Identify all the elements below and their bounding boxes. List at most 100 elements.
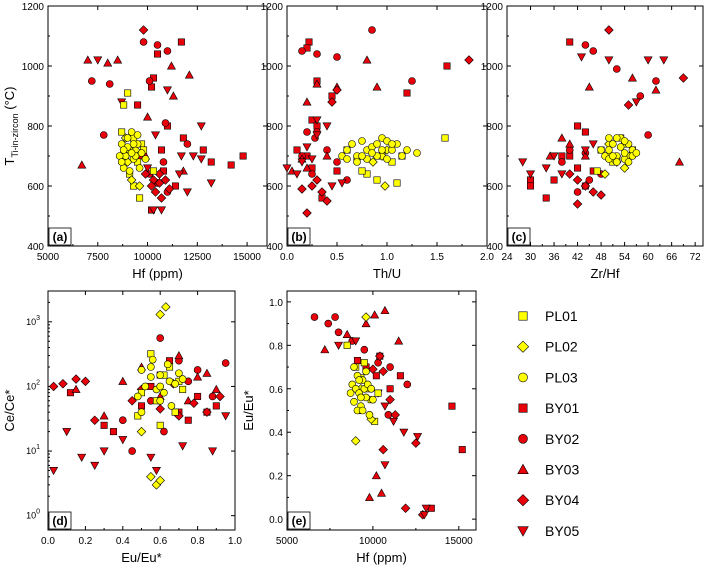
- y-tick-label: 101: [26, 444, 40, 456]
- data-point-by03: [580, 151, 590, 160]
- x-tick-label: 0.0: [41, 536, 55, 547]
- data-point-by04: [155, 404, 165, 414]
- x-tick-label: 0.0: [280, 252, 294, 263]
- data-point-by05: [49, 467, 59, 476]
- data-point-by05: [643, 56, 653, 65]
- data-point-pl01: [150, 167, 158, 175]
- data-point-by02: [408, 77, 416, 85]
- y-tick-label: 800: [486, 122, 503, 133]
- legend-marker: [518, 403, 528, 413]
- data-point-pl03: [388, 140, 396, 148]
- data-point-pl03: [620, 149, 629, 157]
- data-point-by03: [380, 305, 390, 315]
- data-point-by02: [581, 41, 590, 49]
- data-point-pl03: [123, 134, 132, 142]
- data-point-pl03: [135, 164, 144, 172]
- x-tick-label: 15000: [445, 536, 473, 547]
- data-point-pl02: [350, 436, 361, 446]
- data-point-by04: [604, 25, 614, 35]
- x-tick-label: 72: [690, 252, 702, 263]
- data-point-by04: [215, 391, 225, 402]
- data-point-pl02: [155, 475, 165, 486]
- data-point-by03: [202, 368, 212, 377]
- data-point-by05: [282, 164, 292, 173]
- y-tick-label: 600: [486, 182, 503, 193]
- data-point-by05: [297, 158, 307, 167]
- data-point-by01: [333, 167, 341, 175]
- data-point-by05: [196, 155, 206, 164]
- panel-a: 5000 7500 10000 12500 15000 400 600 800 1000 1200…: [2, 2, 268, 281]
- data-point-pl03: [346, 389, 355, 397]
- data-point-by04: [90, 415, 100, 425]
- panel-label-text: (e): [292, 514, 307, 528]
- data-point-by04: [327, 97, 337, 107]
- data-point-pl02: [361, 312, 371, 322]
- y-tick-label: 1000: [261, 62, 284, 73]
- x-axis-label: Zr/Hf: [591, 266, 620, 281]
- data-point-by04: [623, 100, 634, 110]
- data-point-by02: [160, 427, 168, 436]
- data-point-by02: [386, 363, 394, 371]
- data-point-by04: [572, 175, 583, 185]
- data-point-by01: [199, 146, 207, 154]
- panel-label: (a): [48, 227, 72, 246]
- x-axis-label: Eu/Eu*: [121, 550, 161, 565]
- x-tick-label: 7500: [87, 252, 110, 263]
- x-tick-label: 5000: [37, 252, 60, 263]
- data-point-by04: [138, 25, 149, 35]
- data-point-by03: [361, 318, 371, 328]
- data-point-pl01: [360, 359, 368, 367]
- data-point-pl03: [605, 146, 613, 154]
- legend-label: PL01: [545, 308, 578, 324]
- data-point-by05: [327, 182, 337, 191]
- legend-marker: [516, 340, 530, 353]
- data-point-pl03: [141, 382, 150, 391]
- data-point-pl02: [619, 163, 630, 173]
- data-point-pl03: [369, 395, 377, 404]
- data-point-by05: [322, 122, 332, 131]
- data-point-by03: [211, 384, 221, 393]
- legend-marker: [518, 372, 528, 383]
- data-point-pl03: [358, 406, 367, 415]
- data-point-by02: [333, 158, 341, 166]
- data-point-pl01: [156, 421, 164, 429]
- panel-label: (b): [287, 227, 311, 246]
- data-point-pl02: [126, 175, 137, 185]
- data-point-by03: [394, 336, 404, 345]
- data-point-pl03: [632, 149, 641, 157]
- data-point-by02: [368, 26, 376, 34]
- x-tick-label: 24: [501, 252, 513, 263]
- data-point-by04: [368, 364, 378, 374]
- data-point-by02: [558, 158, 566, 166]
- panels-group: 5000 7500 10000 12500 15000 400 600 800 1000 1200…: [2, 2, 704, 565]
- data-point-by05: [659, 56, 669, 65]
- data-point-by03: [174, 350, 184, 360]
- data-point-by02: [183, 140, 192, 148]
- data-point-by01: [566, 38, 574, 46]
- data-point-by01: [194, 392, 202, 400]
- data-point-by02: [324, 319, 333, 328]
- data-point-pl01: [171, 408, 179, 416]
- data-point-pl03: [616, 143, 625, 151]
- data-point-by03: [166, 61, 176, 70]
- data-point-by02: [334, 328, 343, 337]
- x-tick-label: 60: [643, 252, 655, 263]
- x-tick-label: 1.5: [430, 252, 444, 263]
- data-point-by02: [308, 170, 316, 178]
- data-point-pl03: [609, 152, 617, 160]
- data-point-by03: [362, 55, 372, 64]
- data-point-by01: [179, 134, 187, 142]
- panel-label-text: (b): [291, 230, 306, 244]
- data-point-by05: [150, 131, 161, 140]
- y-tick-label: 0.8: [269, 341, 283, 352]
- data-point-by01: [207, 158, 215, 166]
- data-point-by03: [83, 55, 93, 64]
- data-point-pl03: [156, 396, 164, 405]
- data-point-by04: [80, 376, 91, 387]
- data-point-by05: [178, 442, 188, 451]
- data-point-by02: [636, 92, 645, 100]
- data-point-by05: [90, 461, 100, 471]
- data-point-by05: [206, 179, 216, 188]
- legend-item-pl03: PL03: [518, 369, 578, 385]
- data-point-by05: [118, 436, 128, 445]
